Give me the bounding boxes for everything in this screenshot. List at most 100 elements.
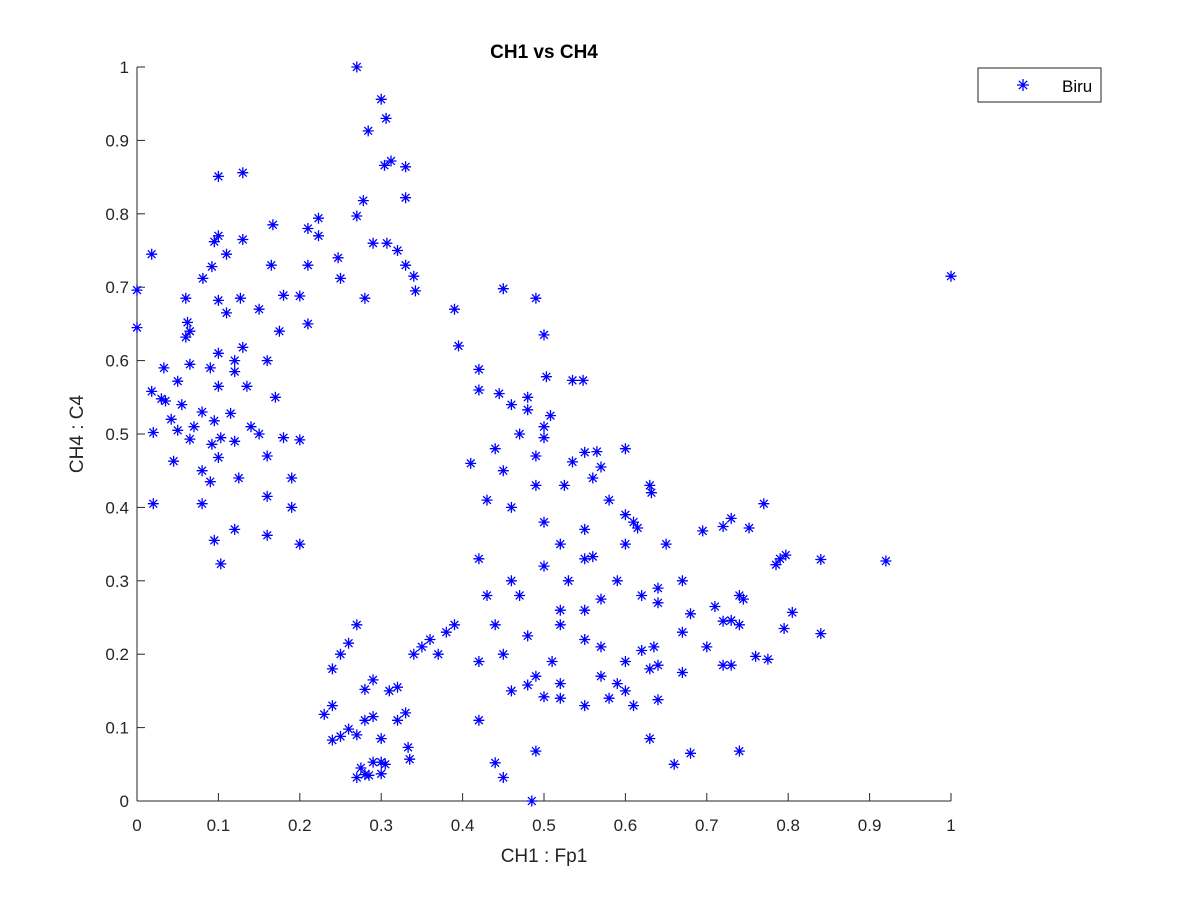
data-point: [168, 455, 180, 467]
data-point: [367, 674, 379, 686]
data-point: [619, 443, 631, 455]
data-point: [676, 575, 688, 587]
data-point: [229, 366, 241, 378]
data-point: [404, 753, 416, 765]
data-point: [379, 758, 391, 770]
data-point: [505, 501, 517, 513]
data-point: [577, 374, 589, 386]
data-point: [208, 415, 220, 427]
data-point: [545, 410, 556, 422]
chart-title: CH1 vs CH4: [490, 42, 598, 63]
data-point: [408, 648, 420, 660]
data-point: [880, 555, 892, 567]
data-point: [473, 363, 485, 375]
data-point: [286, 472, 298, 484]
data-point: [676, 626, 688, 638]
data-points: [131, 61, 957, 807]
data-point: [473, 384, 485, 396]
y-tick-label: 0: [120, 792, 129, 811]
data-point: [530, 670, 542, 682]
data-point: [335, 648, 346, 660]
data-point: [758, 498, 770, 510]
data-point: [313, 212, 324, 224]
data-point: [172, 375, 184, 387]
data-point: [351, 619, 363, 631]
data-point: [225, 407, 237, 419]
data-point: [645, 487, 657, 499]
data-point: [196, 406, 208, 418]
data-point: [595, 461, 607, 473]
data-point: [278, 432, 289, 444]
data-point: [717, 659, 729, 671]
data-point: [554, 692, 566, 704]
legend-entry-biru: Biru: [1062, 77, 1092, 96]
data-point: [591, 446, 603, 458]
data-point: [579, 523, 591, 535]
data-point: [619, 509, 631, 521]
data-point: [554, 604, 566, 616]
data-point: [554, 619, 566, 631]
data-point: [147, 427, 159, 438]
data-point: [530, 292, 542, 304]
data-point: [131, 322, 143, 334]
data-point: [357, 195, 369, 207]
data-point: [567, 456, 578, 468]
data-point: [636, 590, 648, 601]
data-point: [770, 559, 782, 571]
data-point: [215, 432, 227, 444]
data-point: [562, 575, 574, 587]
data-point: [197, 272, 209, 284]
data-point: [652, 659, 664, 671]
y-tick-label: 1: [120, 58, 129, 77]
data-point: [750, 650, 762, 662]
data-point: [237, 167, 249, 179]
data-point: [408, 270, 420, 282]
data-point: [208, 534, 220, 546]
data-point: [131, 284, 143, 296]
data-point: [595, 593, 607, 605]
data-point: [212, 452, 224, 463]
data-point: [392, 681, 403, 693]
data-point: [733, 619, 745, 631]
data-point: [253, 303, 265, 315]
data-point: [497, 283, 509, 295]
data-point: [481, 494, 493, 506]
data-point: [473, 656, 485, 667]
data-point: [603, 692, 615, 704]
data-point: [400, 259, 412, 271]
data-point: [351, 210, 363, 222]
x-tick-label: 1: [946, 816, 955, 835]
data-point: [379, 159, 390, 171]
data-point: [302, 223, 314, 234]
data-point: [540, 371, 552, 383]
data-point: [363, 769, 375, 781]
data-point: [733, 745, 745, 757]
data-point: [355, 762, 367, 774]
data-point: [595, 670, 607, 682]
data-point: [945, 270, 957, 282]
data-point: [294, 434, 306, 446]
data-point: [184, 325, 196, 337]
data-point: [212, 230, 224, 242]
data-point: [343, 723, 355, 735]
data-point: [362, 125, 374, 137]
data-point: [725, 512, 737, 524]
data-point: [709, 601, 721, 612]
x-tick-label: 0.6: [614, 816, 638, 835]
data-point: [204, 476, 216, 488]
x-tick-label: 0.7: [695, 816, 719, 835]
data-point: [409, 285, 421, 297]
data-point: [603, 494, 615, 506]
data-point: [416, 641, 428, 653]
data-point: [717, 521, 729, 532]
data-point: [146, 385, 158, 397]
data-point: [530, 450, 542, 462]
x-tick-label: 0.1: [207, 816, 231, 835]
data-point: [554, 678, 566, 690]
data-point: [815, 628, 827, 640]
data-point: [611, 575, 623, 587]
data-point: [184, 358, 196, 370]
data-point: [725, 659, 737, 671]
